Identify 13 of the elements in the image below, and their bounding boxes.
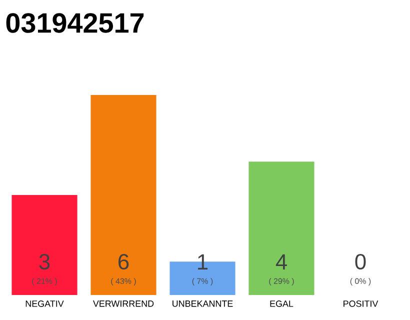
bar bbox=[90, 95, 156, 295]
x-tick-label: POSITIV bbox=[344, 300, 378, 307]
data-label: 4 bbox=[276, 254, 287, 270]
data-label: 6 bbox=[118, 254, 129, 270]
data-label: 3 bbox=[39, 254, 50, 270]
bar bbox=[248, 162, 314, 295]
x-tick-label: EGAL bbox=[270, 300, 294, 307]
bar bbox=[12, 195, 78, 295]
x-tick-label: VERWIRREND bbox=[92, 300, 154, 307]
x-tick-label: UNBEKANNTE bbox=[172, 300, 233, 307]
data-label: 0 bbox=[355, 254, 366, 270]
chart-title: 031942517 bbox=[6, 13, 144, 33]
x-tick-label: NEGATIV bbox=[26, 300, 64, 307]
